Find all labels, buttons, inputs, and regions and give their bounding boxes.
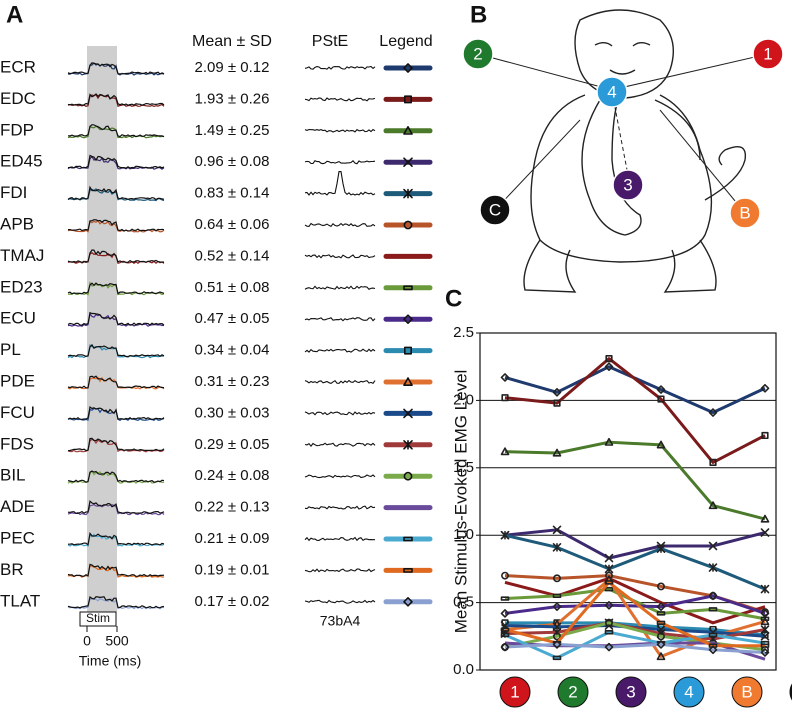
mean-sd: 0.31 ± 0.23: [195, 373, 270, 390]
mean-sd: 0.24 ± 0.08: [195, 467, 270, 484]
mean-sd: 0.22 ± 0.13: [195, 499, 270, 516]
pste-trace: [305, 224, 375, 227]
muscle-label: ECR: [0, 57, 36, 76]
mean-sd: 1.49 ± 0.25: [195, 122, 270, 139]
muscle-label: EDC: [0, 89, 36, 108]
muscle-label: PEC: [0, 528, 35, 547]
muscle-label: ED45: [0, 152, 43, 171]
pste-trace: [305, 161, 375, 164]
mean-sd: 0.21 ± 0.09: [195, 530, 270, 547]
mean-sd: 0.83 ± 0.14: [195, 185, 270, 202]
panel-label: A: [6, 1, 23, 28]
panel-label: B: [470, 1, 487, 28]
electrode-label: C: [489, 200, 501, 219]
muscle-label: TMAJ: [0, 246, 44, 265]
x-tick-label: 2: [568, 682, 577, 701]
mean-sd: 0.52 ± 0.14: [195, 247, 270, 264]
series-line: [505, 367, 765, 413]
muscle-label: BR: [0, 560, 24, 579]
muscle-label: PL: [0, 340, 21, 359]
electrode-label: 4: [607, 82, 616, 101]
mean-sd: 2.09 ± 0.12: [195, 59, 270, 76]
pste-trace: [305, 349, 375, 352]
pste-trace: [305, 569, 375, 572]
mean-sd: 0.17 ± 0.02: [195, 593, 270, 610]
muscle-label: BIL: [0, 466, 26, 485]
y-tick-label: 0.0: [453, 661, 474, 678]
x-tick-label: B: [741, 682, 752, 701]
mean-sd: 0.19 ± 0.01: [195, 561, 270, 578]
column-header: PStE: [312, 33, 348, 50]
pste-trace: [305, 381, 375, 384]
muscle-label: ADE: [0, 497, 35, 516]
stim-label: Stim: [86, 611, 110, 625]
recording-id: 73bA4: [320, 613, 361, 629]
muscle-label: FCU: [0, 403, 35, 422]
monkey-sketch: [524, 10, 745, 292]
series-line: [505, 442, 765, 519]
electrode-label: B: [739, 203, 750, 222]
muscle-label: APB: [0, 214, 34, 233]
pste-trace: [305, 172, 375, 195]
muscle-label: FDI: [0, 183, 27, 202]
y-tick-label: 2.5: [453, 324, 474, 341]
pste-trace: [305, 506, 375, 509]
muscle-label: ED23: [0, 277, 43, 296]
mean-sd: 0.30 ± 0.03: [195, 404, 270, 421]
pste-trace: [305, 286, 375, 289]
time-label: Time (ms): [79, 653, 141, 669]
mean-sd: 0.47 ± 0.05: [195, 310, 270, 327]
pste-trace: [305, 538, 375, 541]
pste-trace: [305, 475, 375, 478]
pste-trace: [305, 98, 375, 101]
x-tick-label: 4: [684, 682, 693, 701]
muscle-label: TLAT: [0, 591, 40, 610]
pste-trace: [305, 255, 375, 258]
column-header: Legend: [379, 33, 432, 50]
panel-label: C: [445, 285, 462, 312]
pste-trace: [305, 318, 375, 321]
mean-sd: 0.51 ± 0.08: [195, 279, 270, 296]
time-tick-label: 0: [83, 633, 91, 649]
y-axis-label: Mean Stimulus-Evoked EMG Level: [451, 370, 470, 634]
electrode-label: 2: [473, 44, 482, 63]
pste-trace: [305, 443, 375, 446]
mean-sd: 0.64 ± 0.06: [195, 216, 270, 233]
pste-trace: [305, 600, 375, 603]
muscle-label: ECU: [0, 309, 36, 328]
marker: [502, 448, 509, 454]
pste-trace: [305, 412, 375, 415]
pste-trace: [305, 130, 375, 133]
column-header: Mean ± SD: [192, 33, 272, 50]
x-tick-label: 3: [626, 682, 635, 701]
muscle-label: FDS: [0, 434, 34, 453]
mean-sd: 0.29 ± 0.05: [195, 436, 270, 453]
mean-sd: 0.34 ± 0.04: [195, 342, 270, 359]
pste-trace: [305, 67, 375, 70]
muscle-label: FDP: [0, 120, 34, 139]
muscle-label: PDE: [0, 371, 35, 390]
electrode-label: 3: [623, 175, 632, 194]
mean-sd: 1.93 ± 0.26: [195, 90, 270, 107]
electrode-label: 1: [763, 44, 772, 63]
series-line: [505, 359, 765, 463]
x-tick-label: 1: [510, 682, 519, 701]
time-tick-label: 500: [105, 633, 129, 649]
mean-sd: 0.96 ± 0.08: [195, 153, 270, 170]
